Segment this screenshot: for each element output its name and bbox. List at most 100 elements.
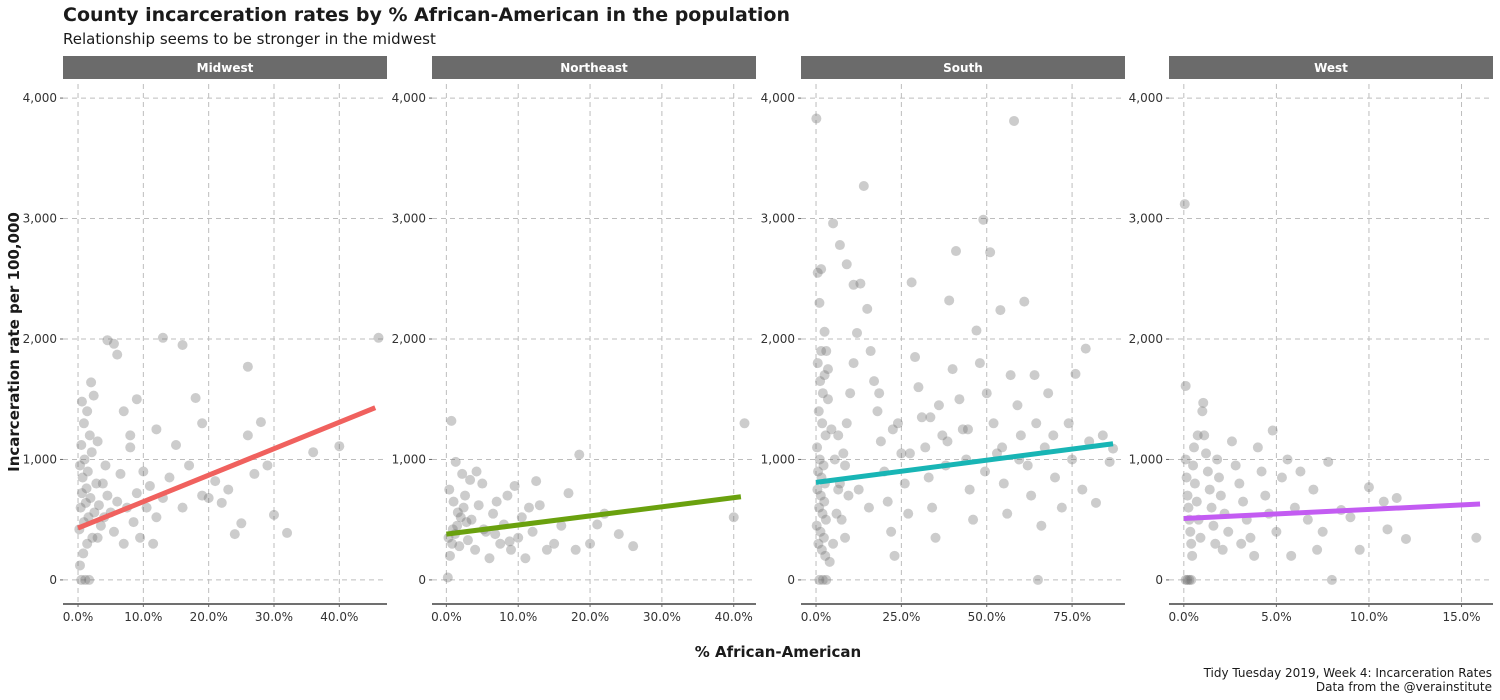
data-point (1032, 574, 1043, 585)
data-point (815, 376, 826, 387)
data-point (848, 279, 859, 290)
data-point (466, 514, 477, 525)
data-point (1026, 490, 1037, 501)
data-point (135, 532, 146, 543)
data-point (930, 532, 941, 543)
x-tick-label: 30.0% (643, 610, 681, 624)
data-point (448, 496, 459, 507)
data-point (78, 418, 89, 429)
data-point (457, 468, 468, 479)
data-point (85, 492, 96, 503)
data-point (470, 544, 481, 555)
data-point (177, 502, 188, 513)
data-point (1090, 497, 1101, 508)
data-point (373, 332, 384, 343)
data-point (820, 514, 831, 525)
data-point (1182, 490, 1193, 501)
data-point (460, 490, 471, 501)
data-point (848, 358, 859, 369)
data-point (592, 519, 603, 530)
data-point (1180, 574, 1191, 585)
data-point (1185, 526, 1196, 537)
data-point (1245, 532, 1256, 543)
y-tick-label: 2,000 (392, 332, 426, 346)
data-point (925, 412, 936, 423)
data-point (452, 520, 463, 531)
data-point (920, 442, 931, 453)
data-point (223, 484, 234, 495)
data-point (549, 538, 560, 549)
data-point (964, 484, 975, 495)
data-point (242, 430, 253, 441)
data-point (826, 424, 837, 435)
data-point (613, 529, 624, 540)
data-point (1180, 380, 1191, 391)
data-point (76, 439, 87, 450)
data-point (534, 500, 545, 511)
data-point (812, 267, 823, 278)
data-point (913, 382, 924, 393)
data-point (1077, 484, 1088, 495)
data-point (76, 574, 87, 585)
data-point (86, 377, 97, 388)
data-point (1382, 524, 1393, 535)
data-point (841, 418, 852, 429)
data-point (851, 327, 862, 338)
data-point (1326, 574, 1337, 585)
x-tick-label: 15.0% (1442, 610, 1480, 624)
data-point (128, 517, 139, 528)
data-point (477, 478, 488, 489)
data-point (628, 541, 639, 552)
data-point (1199, 430, 1210, 441)
facet-label: South (943, 61, 983, 75)
data-point (1019, 296, 1030, 307)
data-point (131, 394, 142, 405)
data-point (87, 532, 98, 543)
data-point (88, 390, 99, 401)
data-point (834, 240, 845, 251)
y-tick-label: 3,000 (761, 212, 795, 226)
data-point (855, 278, 866, 289)
data-point (1260, 490, 1271, 501)
data-point (812, 358, 823, 369)
data-point (1192, 430, 1203, 441)
data-point (502, 490, 513, 501)
data-point (236, 518, 247, 529)
data-point (820, 550, 831, 561)
data-point (77, 472, 88, 483)
data-point (843, 490, 854, 501)
data-point (821, 346, 832, 357)
y-tick-label: 4,000 (761, 91, 795, 105)
y-tick-label: 4,000 (392, 91, 426, 105)
y-tick-label: 2,000 (761, 332, 795, 346)
data-point (1188, 460, 1199, 471)
data-point (1002, 508, 1013, 519)
data-point (812, 484, 823, 495)
data-point (836, 514, 847, 525)
x-tick-label: 20.0% (571, 610, 609, 624)
x-tick-label: 40.0% (320, 610, 358, 624)
data-point (82, 466, 93, 477)
data-point (947, 364, 958, 375)
data-point (509, 480, 520, 491)
data-point (1400, 533, 1411, 544)
data-point (1378, 496, 1389, 507)
data-point (813, 406, 824, 417)
data-point (869, 376, 880, 387)
data-point (148, 538, 159, 549)
data-point (144, 480, 155, 491)
data-point (892, 418, 903, 429)
data-point (954, 394, 965, 405)
data-point (1213, 472, 1224, 483)
data-point (92, 532, 103, 543)
data-point (1234, 478, 1245, 489)
data-point (951, 246, 962, 257)
data-point (1186, 538, 1197, 549)
data-point (1223, 526, 1234, 537)
x-tick-label: 5.0% (1261, 610, 1292, 624)
data-point (1048, 430, 1059, 441)
data-point (985, 247, 996, 258)
data-point (812, 442, 823, 453)
data-point (78, 548, 89, 559)
data-point (1210, 538, 1221, 549)
